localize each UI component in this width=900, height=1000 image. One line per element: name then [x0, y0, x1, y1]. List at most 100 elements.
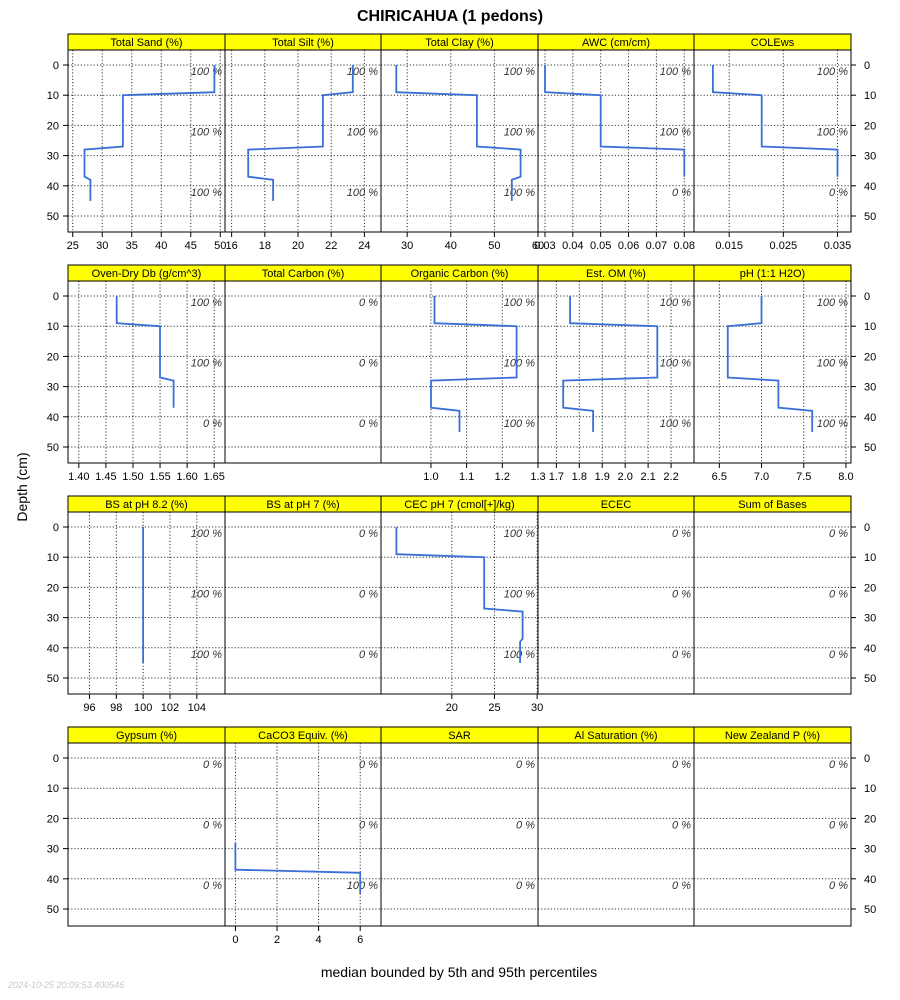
panel: Gypsum (%) 0 % 0 % 0 % — [67, 726, 226, 927]
x-tick-label: 1.60 — [176, 471, 197, 483]
coverage-label: 0 % — [672, 187, 691, 199]
strip-label: Sum of Bases — [738, 499, 807, 511]
strip-label: pH (1:1 H2O) — [740, 268, 805, 280]
coverage-label: 0 % — [359, 759, 378, 771]
coverage-label: 0 % — [672, 588, 691, 600]
y-tick-label: 40 — [864, 181, 876, 193]
median-profile-line — [544, 65, 686, 177]
x-tick-label: 20 — [446, 702, 458, 714]
x-tick-label: 0.03 — [534, 240, 555, 252]
strip-label: Total Silt (%) — [272, 37, 334, 49]
panel: AWC (cm/cm) 0.03 0.04 0.05 0.06 0.07 0.08 100 %… — [534, 33, 695, 252]
x-tick-label: 7.0 — [754, 471, 769, 483]
y-tick-label: 20 — [47, 582, 59, 594]
coverage-label: 100 % — [347, 880, 378, 892]
x-tick-label: 8.0 — [838, 471, 853, 483]
median-profile-line — [234, 842, 362, 894]
panel: New Zealand P (%) 0 % 0 % 0 % — [693, 726, 852, 927]
x-tick-label: 30 — [96, 240, 108, 252]
coverage-label: 100 % — [191, 357, 222, 369]
panel: Al Saturation (%) 0 % 0 % 0 % — [537, 726, 695, 927]
y-tick-label: 20 — [864, 813, 876, 825]
y-tick-label: 0 — [864, 60, 870, 72]
coverage-label: 100 % — [191, 649, 222, 661]
coverage-label: 0 % — [829, 528, 848, 540]
panel: pH (1:1 H2O) 6.5 7.0 7.5 8.0 100 % 100 % 100 % — [693, 264, 854, 483]
y-tick-label: 50 — [864, 211, 876, 223]
y-tick-label: 50 — [47, 904, 59, 916]
x-tick-label: 0.025 — [770, 240, 798, 252]
panel: Est. OM (%) 1.7 1.8 1.9 2.0 2.1 2.2 100 % 100 % 1… — [537, 264, 695, 483]
panel: Total Sand (%) 25 30 35 40 45 50 100 % 100 % 100 … — [67, 33, 226, 252]
y-tick-label: 50 — [864, 904, 876, 916]
x-tick-label: 0.07 — [646, 240, 667, 252]
x-axis-label: median bounded by 5th and 95th percentil… — [321, 964, 597, 980]
coverage-label: 0 % — [516, 819, 535, 831]
y-tick-label: 0 — [53, 291, 59, 303]
coverage-label: 0 % — [829, 819, 848, 831]
strip-label: Oven-Dry Db (g/cm^3) — [92, 268, 202, 280]
x-tick-label: 50 — [214, 240, 226, 252]
strip-label: BS at pH 8.2 (%) — [105, 499, 188, 511]
panel: COLEws 0.015 0.025 0.035 100 % 100 % 0 % — [693, 33, 852, 252]
panel-border — [693, 511, 852, 695]
x-tick-label: 0 — [232, 934, 238, 946]
coverage-label: 100 % — [191, 126, 222, 138]
coverage-label: 0 % — [829, 880, 848, 892]
coverage-label: 0 % — [516, 759, 535, 771]
x-tick-label: 1.1 — [459, 471, 474, 483]
strip-label: Gypsum (%) — [116, 730, 177, 742]
x-tick-label: 30 — [531, 702, 543, 714]
y-tick-label: 30 — [47, 382, 59, 394]
y-tick-label: 20 — [864, 120, 876, 132]
coverage-label: 100 % — [191, 187, 222, 199]
panel: Organic Carbon (%) 1.0 1.1 1.2 1.3 100 % 100 %… — [380, 264, 546, 483]
y-tick-label: 0 — [53, 753, 59, 765]
median-profile-line — [562, 296, 659, 432]
coverage-label: 100 % — [660, 297, 691, 309]
strip-label: Al Saturation (%) — [574, 730, 657, 742]
x-tick-label: 35 — [126, 240, 138, 252]
coverage-label: 0 % — [359, 528, 378, 540]
coverage-label: 0 % — [359, 588, 378, 600]
y-tick-label: 50 — [47, 442, 59, 454]
y-tick-label: 40 — [864, 412, 876, 424]
x-tick-label: 45 — [185, 240, 197, 252]
y-tick-label: 30 — [47, 613, 59, 625]
y-tick-label: 0 — [864, 522, 870, 534]
x-tick-label: 18 — [259, 240, 271, 252]
coverage-label: 0 % — [203, 819, 222, 831]
x-tick-label: 1.50 — [122, 471, 143, 483]
coverage-label: 100 % — [504, 126, 535, 138]
y-tick-label: 20 — [864, 582, 876, 594]
y-tick-label: 10 — [864, 90, 876, 102]
x-tick-label: 2.0 — [618, 471, 633, 483]
y-tick-label: 10 — [47, 552, 59, 564]
x-tick-label: 25 — [67, 240, 79, 252]
y-tick-label: 30 — [47, 844, 59, 856]
x-tick-label: 1.65 — [203, 471, 224, 483]
x-tick-label: 6 — [357, 934, 363, 946]
strip-label: CEC pH 7 (cmol[+]/kg) — [404, 499, 514, 511]
x-tick-label: 0.08 — [674, 240, 695, 252]
median-profile-line — [83, 65, 216, 201]
coverage-label: 0 % — [359, 297, 378, 309]
panel-border — [224, 511, 382, 695]
x-tick-label: 0.05 — [590, 240, 611, 252]
x-tick-label: 0.06 — [618, 240, 639, 252]
x-tick-label: 24 — [358, 240, 370, 252]
y-tick-label: 30 — [864, 844, 876, 856]
strip-label: ECEC — [601, 499, 632, 511]
strip-label: Organic Carbon (%) — [411, 268, 509, 280]
coverage-label: 100 % — [504, 357, 535, 369]
median-profile-line — [712, 65, 839, 177]
coverage-label: 100 % — [817, 66, 848, 78]
coverage-label: 0 % — [359, 418, 378, 430]
coverage-label: 100 % — [504, 528, 535, 540]
strip-label: COLEws — [751, 37, 795, 49]
timestamp-label: 2024-10-25 20:09:53.400546 — [8, 980, 125, 990]
panel: Sum of Bases 0 % 0 % 0 % — [693, 495, 852, 695]
coverage-label: 100 % — [660, 357, 691, 369]
coverage-label: 0 % — [203, 880, 222, 892]
coverage-label: 0 % — [672, 819, 691, 831]
